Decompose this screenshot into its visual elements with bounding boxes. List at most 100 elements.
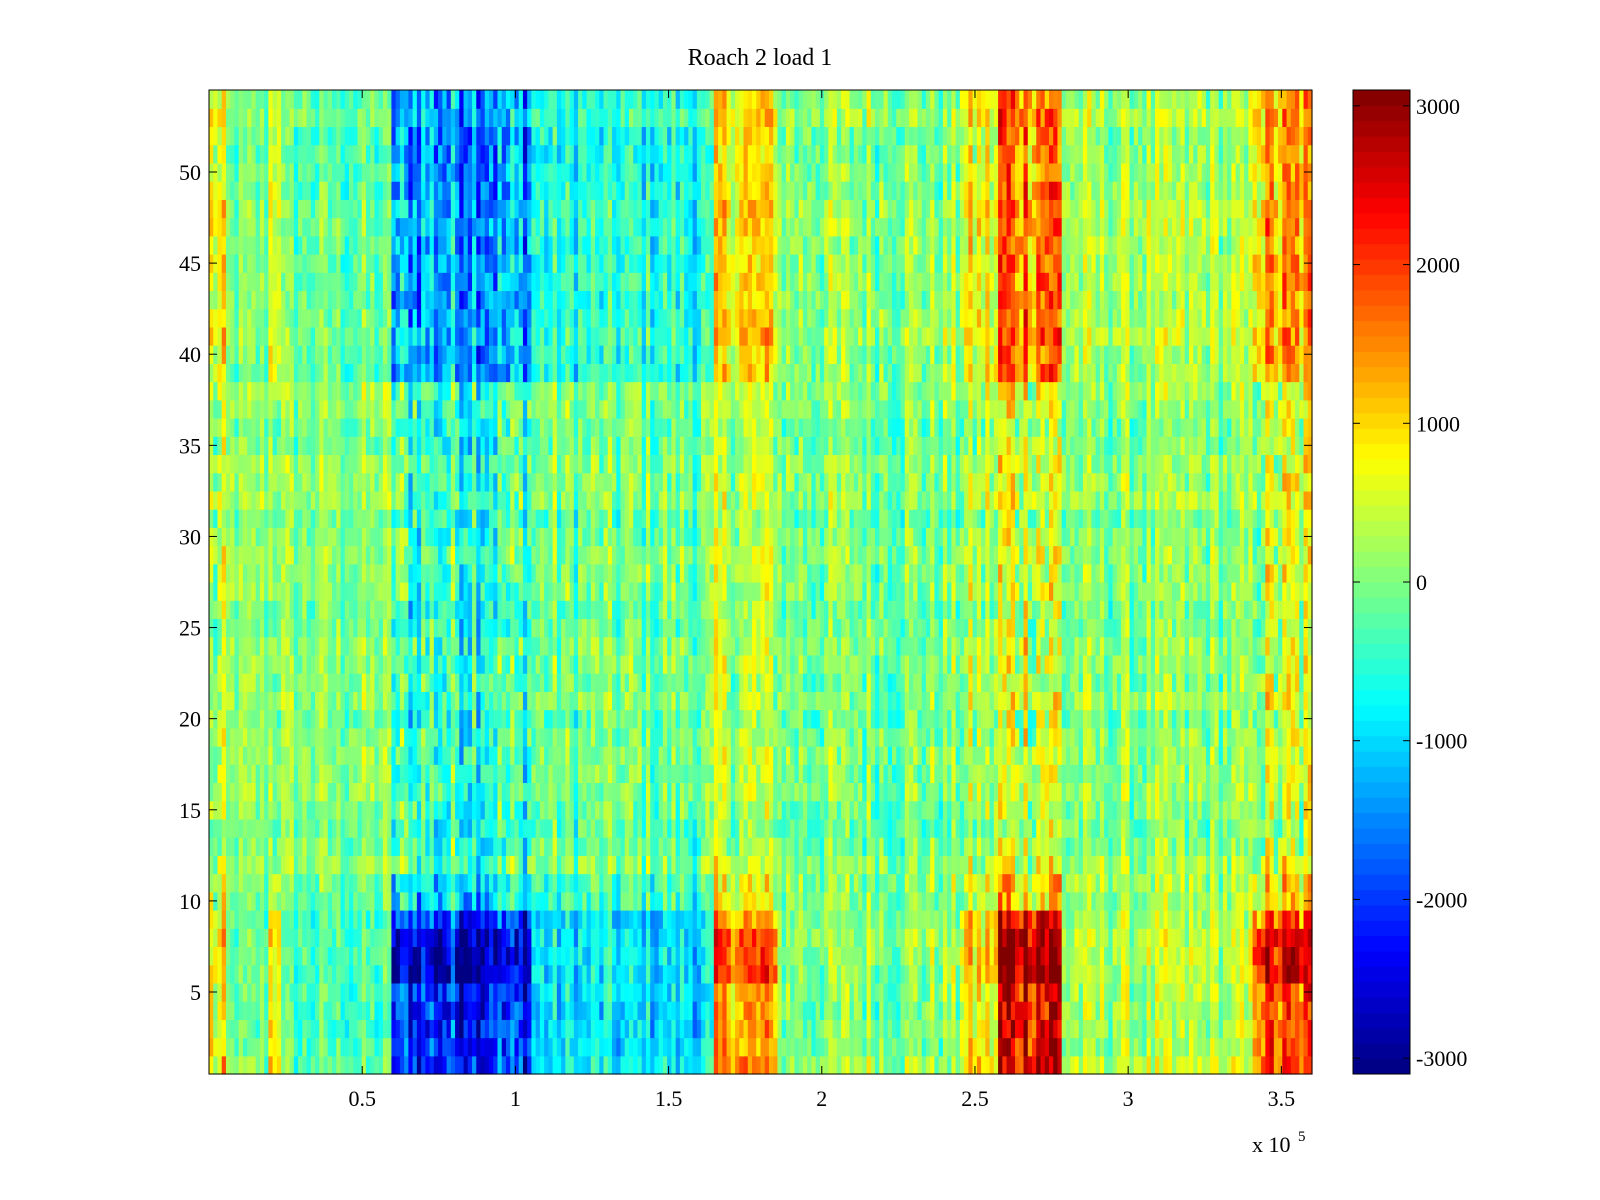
heatmap-cell <box>892 800 897 820</box>
heatmap-cell <box>569 1055 575 1075</box>
heatmap-cell <box>442 1055 448 1075</box>
heatmap-cell <box>565 946 571 966</box>
heatmap-cell <box>1091 1019 1097 1039</box>
heatmap-cell <box>798 982 804 1002</box>
heatmap-cell <box>1155 982 1160 1002</box>
heatmap-cell <box>972 1055 978 1075</box>
heatmap-cell <box>365 800 371 820</box>
heatmap-cell <box>671 964 677 984</box>
heatmap-cell <box>213 928 219 948</box>
heatmap-cell <box>921 1055 927 1075</box>
heatmap-cell <box>251 709 257 729</box>
heatmap-cell <box>667 782 673 802</box>
heatmap-cell <box>582 946 588 966</box>
heatmap-cell <box>298 818 303 838</box>
heatmap-cell <box>467 837 473 856</box>
heatmap-cell <box>616 1037 622 1057</box>
heatmap-cell <box>959 928 965 948</box>
heatmap-cell <box>853 1055 859 1075</box>
heatmap-cell <box>230 818 236 838</box>
heatmap-cell <box>484 800 490 820</box>
heatmap-cell <box>612 818 617 838</box>
heatmap-cell <box>841 1019 846 1039</box>
heatmap-cell <box>815 727 821 747</box>
heatmap-cell <box>1159 764 1165 784</box>
heatmap-cell <box>667 800 673 820</box>
heatmap-cell <box>807 855 813 875</box>
heatmap-cell <box>1273 1055 1279 1075</box>
heatmap-cell <box>1256 964 1262 984</box>
heatmap-cell <box>225 891 231 911</box>
heatmap-cell <box>353 982 359 1002</box>
heatmap-cell <box>1286 727 1292 747</box>
heatmap-cell <box>760 782 766 802</box>
heatmap-cell <box>752 818 757 838</box>
heatmap-cell <box>370 1037 376 1057</box>
heatmap-cell <box>582 727 588 747</box>
heatmap-cell <box>705 928 711 948</box>
heatmap-cell <box>637 818 643 838</box>
heatmap-cell <box>391 709 397 729</box>
heatmap-cell <box>862 837 868 856</box>
heatmap-cell <box>900 764 906 784</box>
heatmap-cell <box>323 982 329 1002</box>
heatmap-cell <box>480 946 486 966</box>
heatmap-cell <box>1048 1037 1054 1057</box>
heatmap-cell <box>1150 764 1156 784</box>
heatmap-cell <box>1235 818 1241 838</box>
heatmap-cell <box>1273 1019 1279 1039</box>
heatmap-cell <box>917 928 923 948</box>
heatmap-cell <box>1197 1037 1203 1057</box>
heatmap-cell <box>875 891 880 911</box>
heatmap-cell <box>1027 746 1033 765</box>
heatmap-cell <box>1172 982 1177 1002</box>
heatmap-cell <box>603 910 609 929</box>
heatmap-cell <box>395 873 401 893</box>
heatmap-cell <box>421 1055 426 1075</box>
heatmap-cell <box>942 946 948 966</box>
heatmap-cell <box>387 982 393 1002</box>
heatmap-cell <box>285 891 291 911</box>
heatmap-cell <box>964 1037 969 1057</box>
heatmap-cell <box>323 873 329 893</box>
heatmap-cell <box>450 764 456 784</box>
heatmap-cell <box>735 855 740 875</box>
heatmap-cell <box>747 782 753 802</box>
heatmap-cell <box>310 964 316 984</box>
heatmap-cell <box>1282 946 1288 966</box>
heatmap-cell <box>722 873 728 893</box>
heatmap-cell <box>1273 910 1279 929</box>
heatmap-cell <box>756 910 762 929</box>
heatmap-cell <box>1099 928 1105 948</box>
heatmap-cell <box>582 818 588 838</box>
heatmap-cell <box>404 1001 409 1020</box>
heatmap-cell <box>735 891 740 911</box>
heatmap-cell <box>1252 855 1258 875</box>
heatmap-cell <box>1303 946 1309 966</box>
heatmap-cell <box>234 782 240 802</box>
heatmap-cell <box>938 964 944 984</box>
heatmap-cell <box>230 982 236 1002</box>
heatmap-cell <box>836 982 842 1002</box>
heatmap-cell <box>344 818 350 838</box>
heatmap-cell <box>1273 1001 1279 1020</box>
heatmap-cell <box>442 727 448 747</box>
heatmap-cell <box>573 782 579 802</box>
heatmap-cell <box>378 928 384 948</box>
heatmap-cell <box>612 1001 617 1020</box>
heatmap-cell <box>332 800 337 820</box>
heatmap-cell <box>1210 837 1216 856</box>
heatmap-cell <box>340 928 346 948</box>
heatmap-cell <box>399 764 405 784</box>
heatmap-cell <box>1201 782 1207 802</box>
heatmap-cell <box>832 964 838 984</box>
heatmap-cell <box>1057 1037 1063 1057</box>
heatmap-cell <box>365 818 371 838</box>
heatmap-cell <box>735 727 740 747</box>
heatmap-cell <box>289 727 295 747</box>
heatmap-cell <box>934 1037 940 1057</box>
heatmap-cell <box>315 764 320 784</box>
heatmap-cell <box>862 873 868 893</box>
heatmap-cell <box>404 891 409 911</box>
heatmap-cell <box>1027 891 1033 911</box>
